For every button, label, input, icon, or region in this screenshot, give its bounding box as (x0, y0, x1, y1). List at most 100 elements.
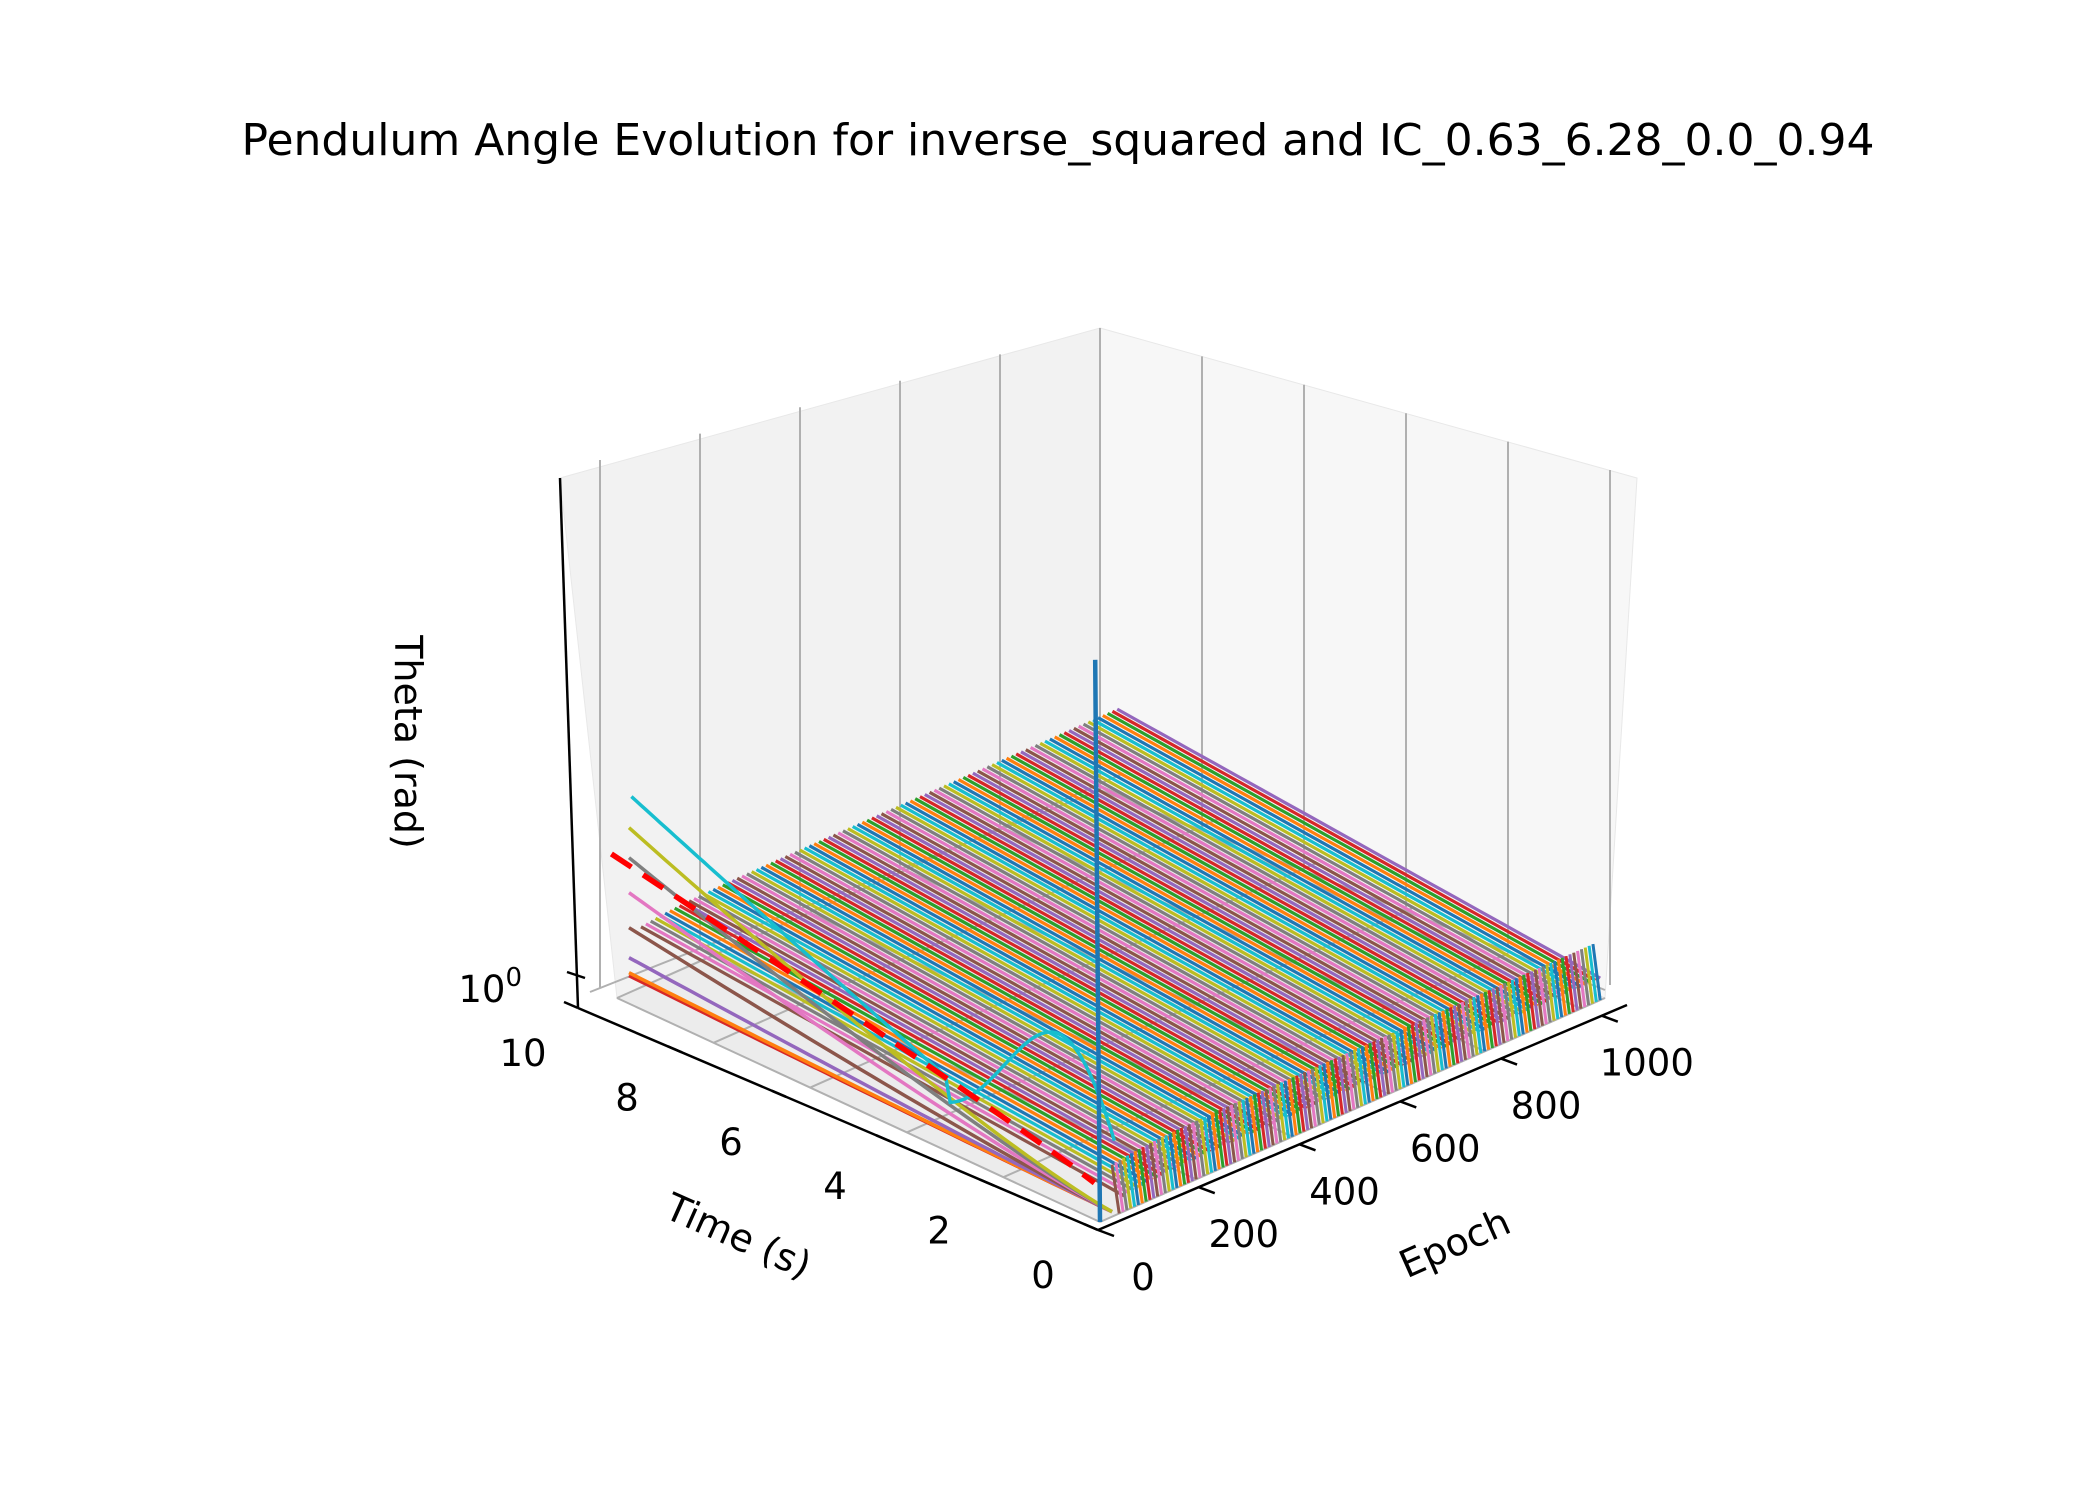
epoch-curve (1044, 739, 1529, 1012)
epoch-tick (1500, 1057, 1518, 1066)
epoch-curve-edge (1414, 1022, 1425, 1079)
data-layer (609, 659, 1602, 1223)
epoch-curve (654, 916, 1140, 1189)
epoch-curve (693, 897, 1178, 1169)
time-axis-label: Time (s) (658, 1184, 818, 1287)
epoch-curve (909, 799, 1395, 1072)
epoch-curve (1049, 737, 1534, 1010)
time-tick-label: 8 (615, 1076, 639, 1119)
epoch-curve-edge (1260, 1090, 1271, 1148)
epoch-axis-label: Epoch (1393, 1199, 1517, 1287)
epoch-curve-edge (1245, 1097, 1256, 1154)
epoch-curve-edge (1568, 954, 1579, 1011)
epoch-curve (827, 835, 1313, 1108)
z-tick (566, 970, 586, 980)
epoch-curve (1010, 754, 1496, 1027)
epoch-curve-edge (1549, 962, 1560, 1020)
early-epoch-curve (627, 856, 1113, 1214)
epoch-curve-edge (1537, 967, 1548, 1025)
time-tick (771, 1089, 787, 1098)
epoch-curve-edge (1491, 988, 1502, 1045)
epoch-curve-edge (1179, 1127, 1190, 1183)
epoch-curve (967, 773, 1452, 1046)
early-epoch-curve (627, 891, 1113, 1214)
epoch-curve (957, 778, 1443, 1050)
epoch-curve-edge (1199, 1118, 1210, 1175)
epoch-tick-label: 600 (1410, 1127, 1481, 1170)
epoch-curve-edge (1429, 1015, 1441, 1073)
epoch-curve (1039, 741, 1524, 1014)
epoch-curve (919, 795, 1404, 1067)
epoch-curve-edge (1210, 1113, 1221, 1170)
epoch-curve (924, 793, 1409, 1065)
epoch-curve (943, 784, 1428, 1057)
early-epoch-curve (628, 956, 1113, 1214)
epoch-curve-edge (1499, 984, 1510, 1042)
epoch-curve (794, 850, 1279, 1123)
epoch-curve (885, 810, 1371, 1082)
epoch-curve-edge (1314, 1066, 1325, 1124)
epoch-curve (1082, 722, 1568, 995)
epoch-tick (1097, 1228, 1115, 1238)
epoch-curve-edge (1325, 1061, 1337, 1119)
epoch-curve-edge (1506, 981, 1518, 1038)
time-tick-label: 2 (927, 1210, 951, 1253)
epoch-curve (1073, 726, 1558, 999)
epoch-curve-edge (1291, 1077, 1302, 1134)
epoch-curve-edge (1172, 1131, 1183, 1187)
epoch-curve-edge (1225, 1106, 1237, 1163)
epoch-curve (962, 776, 1448, 1048)
epoch-curve-edge (1364, 1044, 1375, 1102)
epoch-curve-edge (1372, 1041, 1383, 1098)
time-tick-label: 4 (823, 1165, 847, 1208)
epoch-curve-edge (1206, 1115, 1217, 1171)
epoch-curve-edge (1175, 1129, 1187, 1185)
epoch-curve-edge (1279, 1082, 1291, 1139)
early-epoch-curve (628, 926, 1113, 1214)
epoch-curve-edge (1237, 1101, 1248, 1158)
epoch-curve (770, 861, 1255, 1134)
epoch-curve-edge (1118, 1159, 1129, 1211)
epoch-curve (1068, 729, 1553, 1001)
epoch-curve-edge (1402, 1027, 1414, 1084)
epoch-curve-edge (1510, 979, 1521, 1037)
epoch-curve-edge (1283, 1080, 1294, 1137)
epoch-curve (722, 883, 1207, 1156)
epoch-curve (779, 857, 1265, 1129)
epoch-tick (1399, 1100, 1417, 1109)
epoch-curve (861, 820, 1347, 1093)
epoch-curve (952, 780, 1438, 1053)
grid-line-time (713, 817, 1220, 1044)
epoch-curve-edge (1460, 1001, 1471, 1059)
epoch-curve-edge (1272, 1085, 1283, 1142)
epoch-curve (813, 842, 1298, 1114)
epoch-curve (823, 837, 1308, 1110)
epoch-curve (837, 831, 1322, 1104)
epoch-curve (1025, 748, 1510, 1021)
epoch-curve (928, 790, 1414, 1063)
epoch-curve-edge (1576, 950, 1587, 1008)
epoch-curve-edge (1591, 943, 1602, 1001)
epoch-curve-edge (1310, 1068, 1321, 1125)
epoch-curve-edge (1299, 1073, 1310, 1131)
epoch-curve-edge (1422, 1019, 1433, 1076)
epoch-curve-edge (1464, 1000, 1475, 1057)
epoch-curve-edge (1445, 1008, 1456, 1066)
epoch-curve-edge (1145, 1144, 1156, 1199)
epoch-curve-edge (1579, 949, 1591, 1006)
reference-trajectory (609, 851, 1097, 1186)
epoch-curve-edge (1529, 971, 1541, 1028)
epoch-curve-edge (1318, 1065, 1329, 1122)
epoch-curve (1116, 707, 1601, 980)
grid-line-time (1099, 997, 1606, 1223)
epoch-curve-edge (1110, 1164, 1121, 1214)
epoch-curve-edge (1333, 1058, 1344, 1115)
epoch-curve (1029, 746, 1515, 1018)
epoch-tick-label: 0 (1131, 1256, 1155, 1299)
epoch-tick-label: 400 (1309, 1170, 1380, 1213)
epoch-curve-edge (1526, 972, 1537, 1030)
epoch-curve-edge (1495, 986, 1506, 1043)
epoch-curve (750, 870, 1236, 1142)
